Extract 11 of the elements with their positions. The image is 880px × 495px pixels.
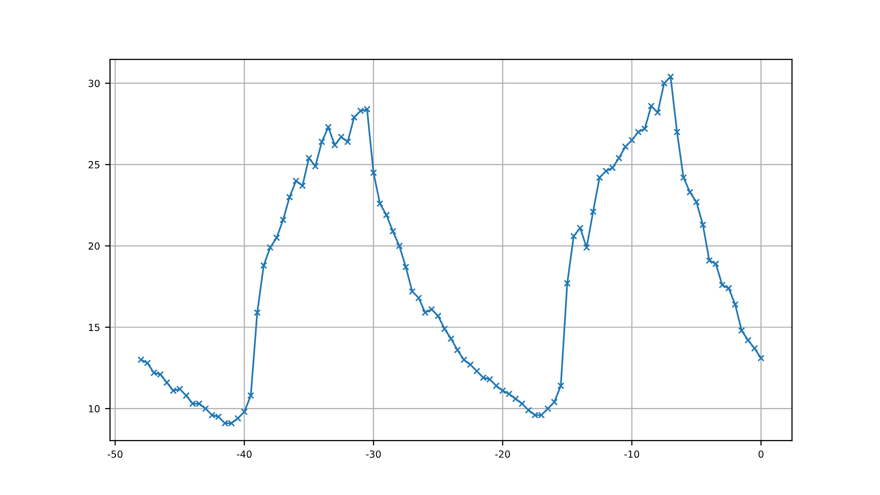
y-tick-label: 20 bbox=[88, 242, 100, 250]
y-tick-label: 10 bbox=[88, 405, 100, 412]
y-tick-label: 30 bbox=[88, 80, 100, 88]
x-tick-label: -50 bbox=[108, 450, 122, 458]
x-tick-label: -40 bbox=[236, 450, 252, 458]
x-tick-label: 0 bbox=[758, 450, 764, 458]
y-tick-label: 25 bbox=[88, 161, 100, 168]
x-tick-label: -10 bbox=[624, 450, 640, 458]
y-tick-label: 15 bbox=[88, 324, 100, 332]
x-tick-label: -20 bbox=[495, 450, 510, 458]
x-tick-label: -30 bbox=[366, 450, 381, 458]
